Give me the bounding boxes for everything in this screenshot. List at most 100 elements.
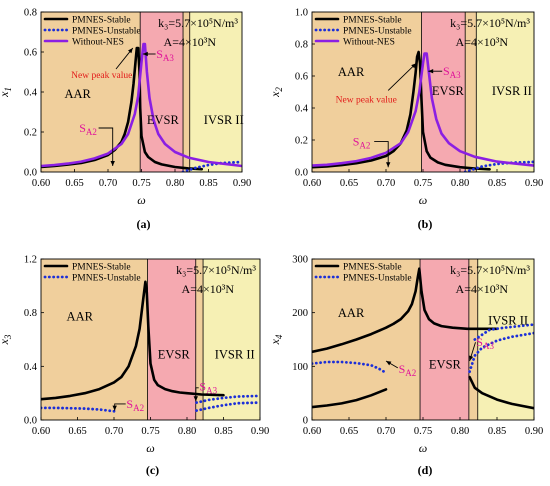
series-line-a-2 — [41, 42, 242, 168]
x-tick-label-d-1: 0.65 — [340, 426, 358, 437]
x-axis-label-c: ω — [146, 441, 154, 455]
x-axis-label-d: ω — [419, 441, 427, 455]
y-axis-label-d: x4 — [268, 334, 284, 345]
region-label-b-3: IVSR II — [492, 84, 532, 98]
x-tick-label-c-0: 0.60 — [32, 426, 50, 437]
annotation-arrowhead-b-0 — [386, 162, 391, 168]
region-a-3 — [189, 12, 242, 172]
legend-label-c-0: PMNES-Stable — [72, 263, 131, 273]
y-tick-label-a-3: 0.6 — [24, 48, 37, 59]
annotation-arrowhead-a-1 — [142, 51, 148, 57]
x-tick-label-d-4: 0.80 — [451, 426, 469, 437]
x-tick-label-d-2: 0.70 — [377, 426, 395, 437]
annotation-label-a-0: SA2 — [79, 121, 97, 137]
y-tick-label-c-1: 0.4 — [24, 362, 38, 373]
param-k3-a: k₃=5.7×10⁵N/m³ — [158, 16, 238, 30]
x-tick-label-c-4: 0.80 — [178, 426, 196, 437]
y-tick-label-d-0: 0 — [303, 416, 308, 427]
y-tick-label-a-2: 0.4 — [24, 88, 38, 99]
y-tick-label-b-0: 0.0 — [295, 168, 308, 179]
x-tick-label-c-5: 0.85 — [214, 426, 232, 437]
param-a-d: A=4×10³N — [456, 282, 509, 296]
x-tick-label-a-4: 0.80 — [166, 178, 184, 189]
caption-b: (b) — [418, 217, 433, 231]
region-label-c-0: AAR — [67, 310, 94, 324]
region-d-3 — [477, 259, 534, 420]
series-line-c-2 — [195, 394, 260, 404]
series-line-d-2 — [468, 375, 534, 410]
series-line-a-1 — [181, 160, 242, 172]
y-tick-label-b-4: 0.8 — [295, 40, 308, 51]
y-axis-label-b: x2 — [268, 87, 284, 98]
param-k3-d: k₃=5.7×10⁵N/m³ — [450, 263, 530, 277]
param-a-a: A=4×10³N — [164, 35, 217, 49]
y-tick-label-a-1: 0.2 — [24, 128, 37, 139]
region-b-1 — [421, 12, 466, 172]
annotation-label-b-1: SA3 — [443, 64, 461, 80]
x-tick-label-b-6: 0.90 — [525, 178, 543, 189]
x-tick-label-c-3: 0.75 — [141, 426, 159, 437]
region-label-c-1: EVSR — [158, 347, 191, 361]
series-line-d-3 — [312, 360, 388, 375]
annotation-arrowhead-b-1 — [428, 69, 434, 74]
series-line-d-5 — [473, 323, 534, 341]
annotation-arrowhead-c-0 — [112, 405, 117, 411]
region-b-2 — [465, 12, 477, 172]
region-label-a-1: EVSR — [147, 113, 180, 127]
y-tick-label-d-2: 200 — [292, 308, 308, 319]
y-axis-label-c: x3 — [0, 334, 13, 345]
legend-label-b-0: PMNES-Stable — [343, 16, 402, 26]
legend-label-a-1: PMNES-Unstable — [72, 27, 141, 37]
x-tick-label-b-5: 0.85 — [488, 178, 506, 189]
region-label-a-0: AAR — [64, 87, 91, 101]
region-a-1 — [140, 12, 184, 172]
annotation-arrowhead-d-1 — [469, 355, 474, 361]
legend-label-b-1: PMNES-Unstable — [343, 27, 412, 37]
legend-label-c-1: PMNES-Unstable — [72, 274, 141, 284]
x-tick-label-d-0: 0.60 — [303, 426, 321, 437]
y-tick-label-c-2: 0.8 — [24, 308, 37, 319]
region-c-3 — [203, 259, 260, 420]
series-line-d-1 — [312, 388, 388, 409]
y-tick-label-a-4: 0.8 — [24, 8, 37, 19]
series-line-b-1 — [463, 160, 534, 172]
y-tick-label-b-3: 0.6 — [295, 72, 308, 83]
region-d-2 — [468, 259, 478, 420]
x-tick-label-b-0: 0.60 — [303, 178, 321, 189]
series-line-d-0 — [312, 267, 499, 354]
caption-c: (c) — [146, 463, 159, 477]
region-b-3 — [476, 12, 534, 172]
region-label-a-3: IVSR II — [204, 113, 244, 127]
region-label-d-0: AAR — [338, 306, 365, 320]
param-k3-c: k₃=5.7×10⁵N/m³ — [176, 263, 256, 277]
x-tick-label-d-3: 0.75 — [414, 426, 432, 437]
y-tick-label-d-1: 100 — [292, 362, 308, 373]
annotation-arrow-b-2 — [387, 62, 417, 91]
series-line-c-3 — [195, 401, 260, 412]
x-tick-label-b-1: 0.65 — [340, 178, 358, 189]
annotation-arrowhead-a-0 — [110, 161, 115, 166]
x-tick-label-b-4: 0.80 — [451, 178, 469, 189]
x-tick-label-a-0: 0.60 — [32, 178, 50, 189]
param-k3-b: k₃=5.7×10⁵N/m³ — [450, 16, 530, 30]
annotation-label-b-0: SA2 — [353, 135, 371, 151]
annotation-label-a-2: New peak value — [71, 71, 132, 81]
legend-label-d-0: PMNES-Stable — [343, 263, 402, 273]
x-tick-label-a-2: 0.70 — [99, 178, 117, 189]
annotation-arrowhead-a-2 — [128, 48, 133, 54]
region-label-c-3: IVSR II — [215, 347, 255, 361]
region-a-2 — [183, 12, 190, 172]
y-tick-label-b-2: 0.4 — [295, 104, 309, 115]
legend-label-a-2: Without-NES — [72, 38, 124, 48]
annotation-label-d-0: SA2 — [399, 362, 417, 378]
x-tick-label-a-5: 0.85 — [199, 178, 217, 189]
x-tick-label-a-1: 0.65 — [65, 178, 83, 189]
x-tick-label-a-6: 0.90 — [233, 178, 251, 189]
annotation-arrowhead-b-2 — [411, 63, 417, 69]
y-tick-label-c-0: 0.0 — [24, 416, 37, 427]
legend-label-a-0: PMNES-Stable — [72, 16, 131, 26]
region-d-1 — [420, 259, 469, 420]
caption-d: (d) — [418, 463, 433, 477]
y-axis-label-a: x1 — [0, 87, 13, 98]
